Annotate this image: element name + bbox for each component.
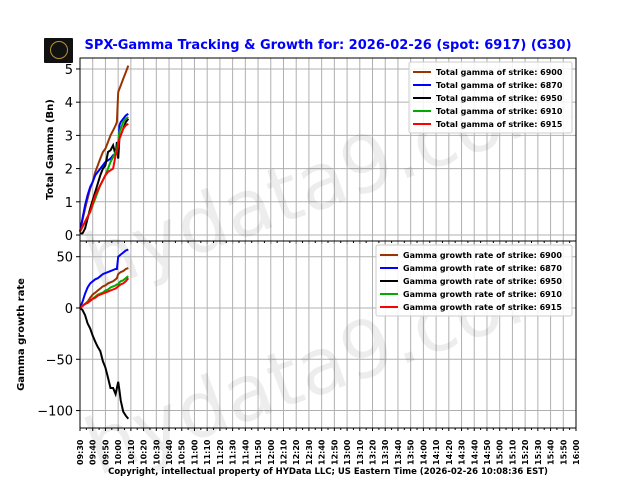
copyright-footer: Copyright, intellectual property of HYDa… bbox=[108, 467, 548, 477]
x-tick-label: 15:00 bbox=[496, 439, 505, 465]
series-line-6950 bbox=[79, 307, 130, 420]
x-tick-label: 11:30 bbox=[229, 439, 238, 465]
x-tick-label: 13:00 bbox=[343, 439, 352, 465]
y-tick-label: 2 bbox=[65, 163, 73, 178]
hydata-logo bbox=[44, 38, 73, 63]
x-tick-label: 15:10 bbox=[508, 439, 517, 465]
y-tick-label: 0 bbox=[65, 229, 73, 244]
series-line-6915 bbox=[79, 122, 129, 233]
x-tick-label: 10:00 bbox=[114, 439, 123, 465]
legend-entry: Gamma growth rate of strike: 6910 bbox=[403, 290, 562, 299]
series-line-6915 bbox=[79, 277, 130, 309]
y-tick-label: 4 bbox=[65, 96, 73, 111]
x-tick-label: 14:30 bbox=[458, 439, 467, 465]
x-tick-label: 11:20 bbox=[216, 439, 225, 465]
legend-entry: Gamma growth rate of strike: 6950 bbox=[403, 277, 562, 286]
y-tick-label: 5 bbox=[65, 63, 73, 78]
chart-title: SPX-Gamma Tracking & Growth for: 2026-02… bbox=[84, 38, 572, 53]
plot-frame bbox=[79, 240, 577, 429]
x-tick-label: 14:10 bbox=[432, 439, 441, 465]
y-axis-label: Gamma growth rate bbox=[16, 278, 27, 391]
y-tick-label: 1 bbox=[65, 196, 73, 211]
x-tick-label: 15:30 bbox=[534, 439, 543, 465]
x-tick-label: 10:20 bbox=[140, 439, 149, 465]
x-tick-label: 10:30 bbox=[152, 439, 161, 465]
x-tick-label: 12:50 bbox=[330, 439, 339, 465]
x-tick-label: 10:10 bbox=[127, 439, 136, 465]
legend-entry: Total gamma of strike: 6900 bbox=[436, 68, 563, 77]
x-tick-label: 12:20 bbox=[292, 439, 301, 465]
x-tick-label: 13:20 bbox=[369, 439, 378, 465]
legend-entry: Gamma growth rate of strike: 6900 bbox=[403, 251, 562, 260]
x-tick-label: 09:30 bbox=[76, 439, 85, 465]
x-tick-label: 15:40 bbox=[547, 439, 556, 465]
x-tick-label: 14:20 bbox=[445, 439, 454, 465]
x-tick-label: 12:10 bbox=[279, 439, 288, 465]
legend-entry: Total gamma of strike: 6915 bbox=[436, 120, 563, 129]
x-tick-label: 14:00 bbox=[419, 439, 428, 465]
legend-entry: Total gamma of strike: 6950 bbox=[436, 94, 563, 103]
x-tick-label: 09:40 bbox=[89, 439, 98, 465]
legend-entry: Total gamma of strike: 6870 bbox=[436, 81, 563, 90]
legend-entry: Total gamma of strike: 6910 bbox=[436, 107, 563, 116]
x-tick-label: 10:40 bbox=[165, 439, 174, 465]
x-tick-label: 09:50 bbox=[101, 439, 110, 465]
x-tick-label: 14:40 bbox=[470, 439, 479, 465]
series-line-6870 bbox=[79, 248, 129, 309]
x-tick-label: 12:00 bbox=[267, 439, 276, 465]
x-tick-label: 13:30 bbox=[381, 439, 390, 465]
x-tick-label: 11:10 bbox=[203, 439, 212, 465]
x-tick-label: 12:40 bbox=[318, 439, 327, 465]
legend: Total gamma of strike: 6900 Total gamma o… bbox=[408, 61, 573, 134]
x-tick-label: 11:00 bbox=[190, 439, 199, 465]
x-tick-label: 10:50 bbox=[178, 439, 187, 465]
x-tick-label: 13:10 bbox=[356, 439, 365, 465]
y-tick-label: 3 bbox=[65, 129, 73, 144]
legend-entry: Gamma growth rate of strike: 6915 bbox=[403, 303, 562, 312]
legend-entry: Gamma growth rate of strike: 6870 bbox=[403, 264, 562, 273]
y-tick-label: 50 bbox=[56, 251, 73, 266]
x-tick-label: 16:00 bbox=[572, 439, 581, 465]
y-tick-label: −100 bbox=[37, 405, 73, 420]
y-tick-label: 0 bbox=[65, 302, 73, 317]
x-tick-label: 15:50 bbox=[559, 439, 568, 465]
x-tick-label: 14:50 bbox=[483, 439, 492, 465]
x-tick-label: 13:50 bbox=[407, 439, 416, 465]
y-tick-label: −50 bbox=[46, 353, 73, 368]
x-tick-label: 11:50 bbox=[254, 439, 263, 465]
x-tick-label: 11:40 bbox=[241, 439, 250, 465]
legend: Gamma growth rate of strike: 6900 Gamma g… bbox=[375, 244, 573, 317]
x-tick-label: 12:30 bbox=[305, 439, 314, 465]
x-tick-label: 13:40 bbox=[394, 439, 403, 465]
y-axis-label: Total Gamma (Bn) bbox=[45, 99, 56, 200]
series-line-6900 bbox=[79, 267, 129, 309]
x-tick-label: 15:20 bbox=[521, 439, 530, 465]
